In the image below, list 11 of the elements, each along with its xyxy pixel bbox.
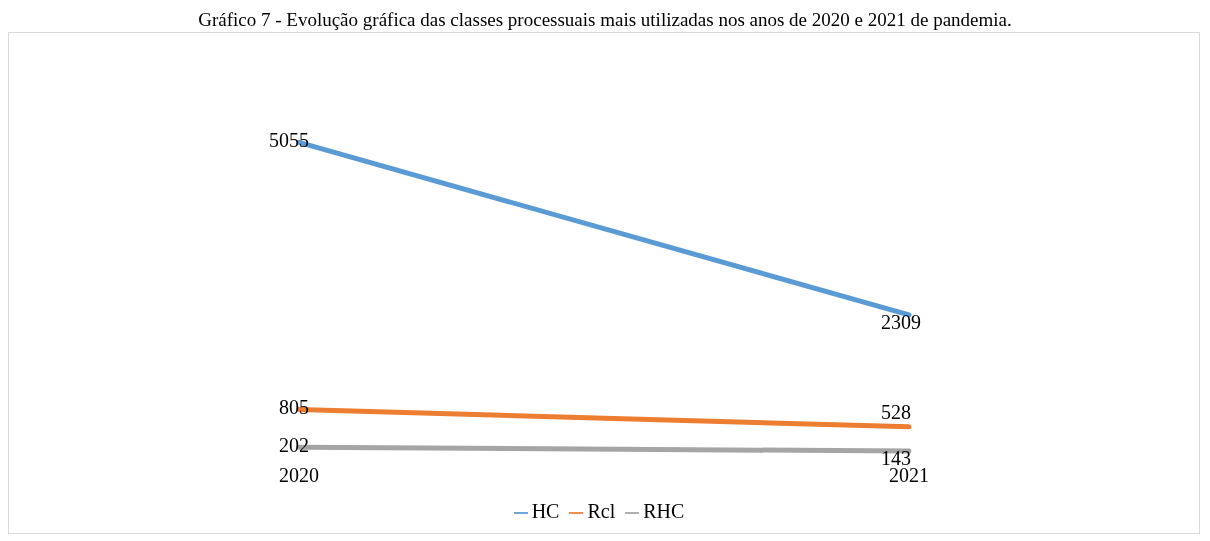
- data-label: 528: [881, 400, 911, 423]
- legend-label: HC: [531, 500, 560, 522]
- legend-label: Rcl: [587, 500, 616, 522]
- data-label: 2309: [881, 310, 921, 333]
- data-label: 202: [279, 434, 309, 457]
- legend-label: RHC: [643, 500, 685, 522]
- data-label: 805: [279, 396, 309, 419]
- chart-title: Gráfico 7 - Evolução gráfica das classes processuais mais utilizadas nos anos de 2020 e 2021 de pandemia.: [197, 8, 1013, 32]
- x-tick-label: 2021: [889, 464, 929, 487]
- data-label: 5055: [269, 129, 309, 152]
- x-tick-label: 2020: [279, 464, 319, 487]
